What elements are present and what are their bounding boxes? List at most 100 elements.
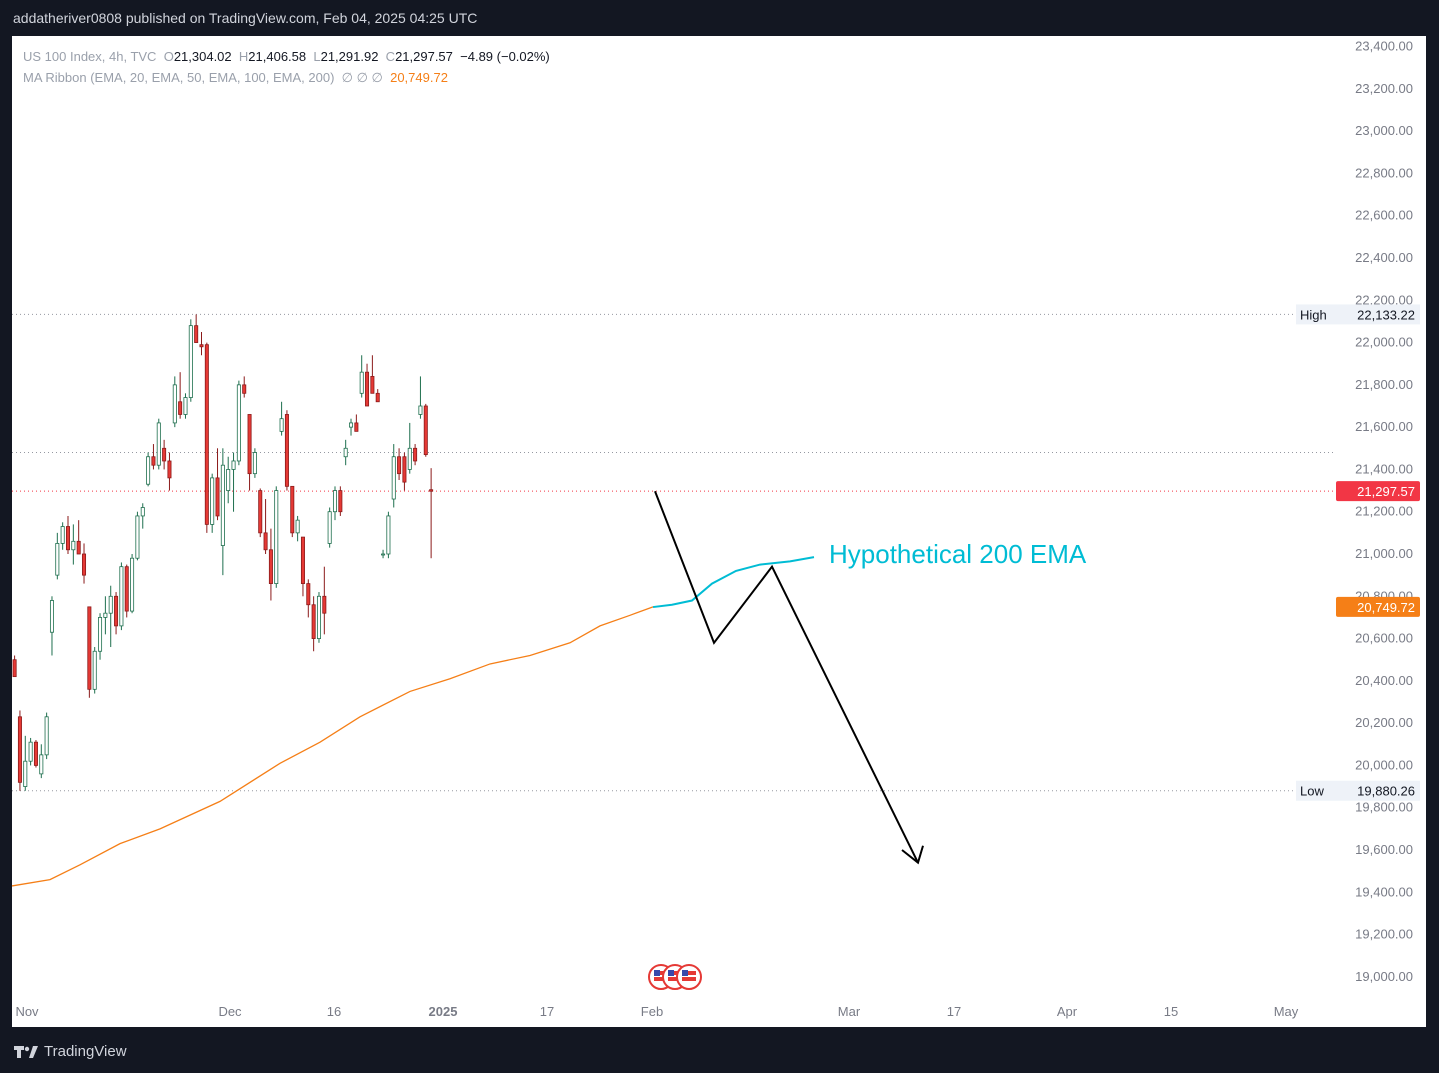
lines-layer: Hypothetical 200 EMA bbox=[11, 490, 1087, 887]
footer-bar: TradingView bbox=[0, 1030, 1439, 1073]
legend-close: 21,297.57 bbox=[395, 49, 453, 64]
event-flag-icon bbox=[676, 964, 702, 990]
candle-body bbox=[300, 536, 305, 584]
candle-body bbox=[231, 460, 236, 470]
publisher-header: addatheriver0808 published on TradingVie… bbox=[0, 0, 1439, 36]
tradingview-brand: TradingView bbox=[44, 1043, 127, 1060]
candle-body bbox=[349, 422, 354, 428]
candle-body bbox=[311, 604, 316, 639]
legend-change: −4.89 (−0.02%) bbox=[460, 49, 550, 64]
tradingview-logo-icon bbox=[14, 1045, 38, 1058]
tradingview-logo[interactable]: TradingView bbox=[14, 1043, 127, 1060]
candle-body bbox=[413, 447, 418, 462]
x-tick-label: Feb bbox=[641, 1004, 663, 1019]
x-tick-label: May bbox=[1274, 1004, 1299, 1019]
candle-body bbox=[397, 456, 402, 475]
candle-body bbox=[279, 418, 284, 432]
candle-body bbox=[359, 371, 364, 394]
candle-body bbox=[316, 595, 321, 639]
candle-body bbox=[71, 540, 76, 551]
y-tick-label: 19,800.00 bbox=[1355, 800, 1413, 815]
y-tick-label: 21,400.00 bbox=[1355, 461, 1413, 476]
event-flag-stripe bbox=[682, 977, 696, 981]
candle-body bbox=[140, 507, 145, 517]
legend-low-label: L bbox=[313, 49, 321, 64]
ema-tag-text: 20,749.72 bbox=[1357, 600, 1415, 615]
y-tick-label: 20,400.00 bbox=[1355, 673, 1413, 688]
candle-body bbox=[423, 405, 428, 456]
candle-body bbox=[114, 595, 119, 627]
candle-body bbox=[252, 452, 257, 475]
candle-body bbox=[284, 414, 289, 487]
candle-body bbox=[204, 344, 209, 525]
candle-body bbox=[188, 325, 193, 398]
candle-body bbox=[12, 659, 17, 678]
y-tick-label: 20,600.00 bbox=[1355, 631, 1413, 646]
last-price-tag-text: 21,297.57 bbox=[1357, 484, 1415, 499]
candle-body bbox=[178, 401, 183, 415]
x-tick-label: Nov bbox=[15, 1004, 39, 1019]
candle-body bbox=[28, 741, 33, 762]
candle-body bbox=[162, 447, 167, 462]
y-tick-label: 23,400.00 bbox=[1355, 39, 1413, 54]
y-tick-label: 23,000.00 bbox=[1355, 123, 1413, 138]
candle-body bbox=[124, 566, 129, 612]
legend-open-label: O bbox=[163, 49, 174, 64]
event-flag-stripe bbox=[682, 971, 696, 975]
candle-body bbox=[119, 566, 124, 627]
hypothetical-ema-line bbox=[652, 556, 815, 609]
candle-body bbox=[274, 490, 279, 585]
candle-body bbox=[130, 557, 135, 612]
x-tick-label: Apr bbox=[1057, 1004, 1078, 1019]
event-flag-stripe bbox=[668, 971, 682, 975]
candle-body bbox=[167, 460, 172, 479]
candle-body bbox=[156, 422, 161, 466]
candle-body bbox=[429, 489, 434, 492]
y-tick-label: 21,200.00 bbox=[1355, 504, 1413, 519]
y-tick-label: 19,400.00 bbox=[1355, 884, 1413, 899]
y-tick-label: 19,600.00 bbox=[1355, 842, 1413, 857]
y-tick-label: 21,000.00 bbox=[1355, 546, 1413, 561]
candle-body bbox=[375, 392, 380, 403]
legend-indicator[interactable]: MA Ribbon (EMA, 20, EMA, 50, EMA, 100, E… bbox=[23, 70, 335, 85]
event-flag-canton bbox=[682, 970, 688, 976]
candle-body bbox=[199, 344, 204, 348]
candle-body bbox=[236, 384, 241, 462]
event-flag-canton bbox=[668, 970, 674, 976]
legend-open: 21,304.02 bbox=[173, 49, 232, 64]
y-tick-label: 22,000.00 bbox=[1355, 335, 1413, 350]
y-tick-label: 22,800.00 bbox=[1355, 165, 1413, 180]
candle-body bbox=[82, 553, 87, 576]
low-tag-label: Low bbox=[1300, 784, 1324, 799]
candle-body bbox=[386, 515, 391, 555]
legend-high-label: H bbox=[238, 49, 249, 64]
chart-frame[interactable] bbox=[12, 36, 1426, 1027]
legend-symbol[interactable]: US 100 Index, 4h, TVC bbox=[23, 49, 157, 64]
candle-body bbox=[226, 469, 231, 491]
x-tick-label: 15 bbox=[1164, 1004, 1178, 1019]
publisher-text: addatheriver0808 published on TradingVie… bbox=[13, 10, 478, 26]
legend-indicator-value: 20,749.72 bbox=[390, 70, 448, 85]
last-price-tag-bg bbox=[1336, 481, 1420, 502]
legend-symbol-row: US 100 Index, 4h, TVC O21,304.02 H21,406… bbox=[23, 46, 550, 67]
candle-body bbox=[33, 741, 38, 766]
event-flag-stripe bbox=[668, 977, 682, 981]
candle-body bbox=[60, 526, 65, 544]
legend-low: 21,291.92 bbox=[320, 49, 379, 64]
candle-body bbox=[135, 515, 140, 559]
y-tick-label: 20,200.00 bbox=[1355, 715, 1413, 730]
candle-body bbox=[290, 485, 295, 534]
high-tag-label: High bbox=[1300, 307, 1327, 322]
legend-indicator-empty: ∅ ∅ ∅ bbox=[341, 70, 383, 85]
candle-body bbox=[370, 375, 375, 394]
candle-body bbox=[172, 384, 177, 424]
candle-body bbox=[39, 754, 44, 775]
low-tag-value: 19,880.26 bbox=[1357, 784, 1415, 799]
x-tick-label: Mar bbox=[838, 1004, 861, 1019]
event-flag-canton bbox=[654, 970, 660, 976]
x-tick-label: 2025 bbox=[429, 1004, 458, 1019]
ema-200-line bbox=[11, 606, 654, 887]
chart-legend: US 100 Index, 4h, TVC O21,304.02 H21,406… bbox=[23, 46, 550, 88]
candle-body bbox=[332, 490, 337, 513]
